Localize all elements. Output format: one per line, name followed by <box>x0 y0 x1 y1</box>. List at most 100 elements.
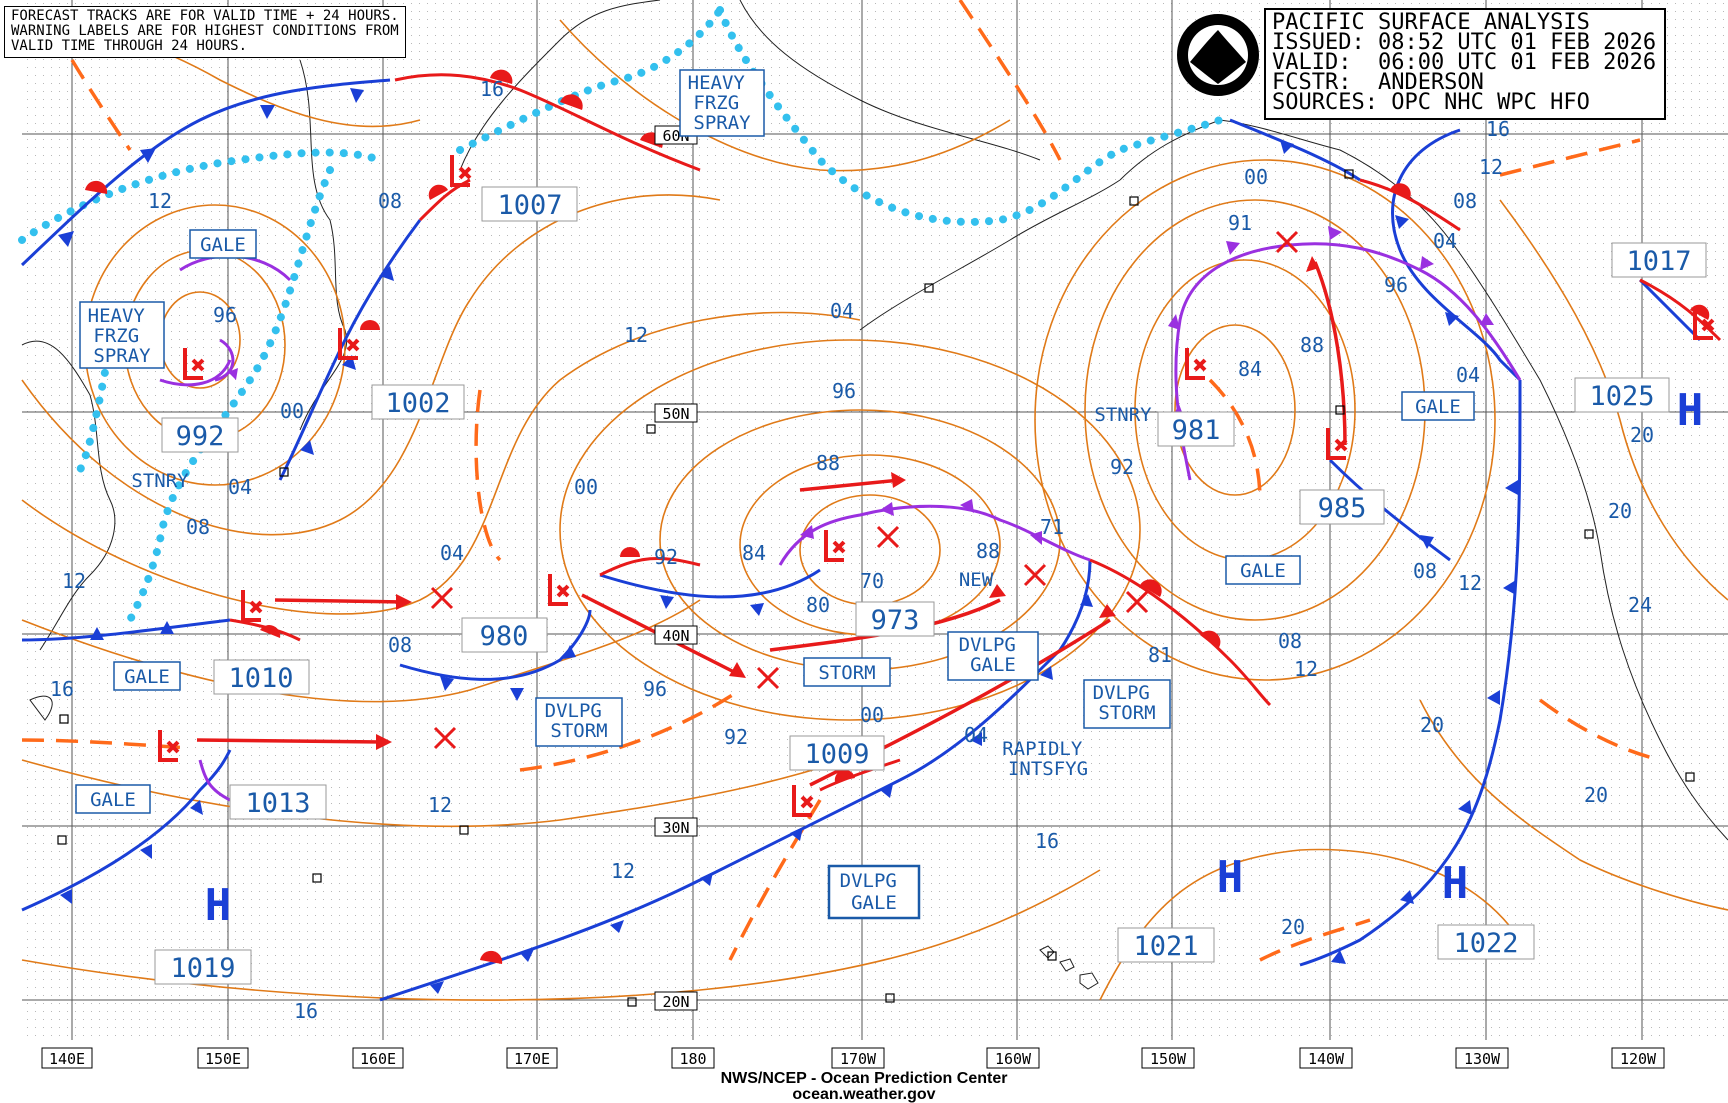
forecaster: FCSTR: ANDERSON <box>1272 70 1484 95</box>
isobar-label: 71 <box>1040 515 1064 539</box>
isobar-label: 92 <box>1110 455 1134 479</box>
isobar-label: 16 <box>1035 829 1059 853</box>
isobar-label: 96 <box>1384 273 1408 297</box>
isobar-label: 08 <box>1453 189 1477 213</box>
lat-lon-grid <box>22 0 1728 1040</box>
isobar-label: 12 <box>1458 571 1482 595</box>
isobar-labels: 16 12 96 00 04 08 12 08 04 12 96 00 04 0… <box>50 77 1654 1023</box>
isobar-label: 20 <box>1420 713 1444 737</box>
forecast-positions <box>430 230 1299 750</box>
storm-track-arrowheads <box>376 256 1319 750</box>
isobar-label: 08 <box>388 633 412 657</box>
gale-warning: GALE <box>124 666 170 688</box>
isobar-label: 88 <box>1300 333 1324 357</box>
lon-130w: 130W <box>1464 1050 1501 1068</box>
isobar-label: 04 <box>964 723 988 747</box>
isobar-label: 88 <box>976 539 1000 563</box>
isobar-label: 96 <box>832 379 856 403</box>
lon-140e: 140E <box>49 1050 85 1068</box>
low-985-value: 985 <box>1318 493 1367 524</box>
warning-labels: HEAVY FRZG SPRAY HEAVY FRZG SPRAY GALE G… <box>88 72 1461 914</box>
isobar-label: 04 <box>228 475 252 499</box>
low-1007-value: 1007 <box>497 190 562 221</box>
stationary-note: STNRY <box>131 470 189 492</box>
note-line: VALID TIME THROUGH 24 HOURS. <box>11 38 248 54</box>
isobar-label: 00 <box>1244 165 1268 189</box>
agency-website[interactable]: ocean.weather.gov <box>792 1086 936 1103</box>
new-note: NEW <box>959 569 994 591</box>
note-line: FORECAST TRACKS ARE FOR VALID TIME + 24 … <box>11 8 399 24</box>
isobar-label: 04 <box>440 541 464 565</box>
lon-170w: 170W <box>840 1050 877 1068</box>
isobar-label: 80 <box>806 593 830 617</box>
rapidly-intensifying-note: RAPIDLY INTSFYG <box>1002 738 1094 780</box>
developing-storm-warning: DVLPG STORM <box>1093 682 1162 724</box>
isobar-label: 04 <box>1433 229 1457 253</box>
pressure-center-boxes <box>154 186 1707 985</box>
isobar-label: 00 <box>574 475 598 499</box>
note-line: WARNING LABELS ARE FOR HIGHEST CONDITION… <box>11 23 399 39</box>
forecast-notes: FORECAST TRACKS ARE FOR VALID TIME + 24 … <box>4 6 406 58</box>
isobar-label: 12 <box>1294 657 1318 681</box>
developing-gale-warning: DVLPG GALE <box>959 634 1028 676</box>
data-sources: SOURCES: OPC NHC WPC HFO <box>1272 90 1590 115</box>
developing-gale-warning: DVLPG GALE <box>840 870 909 914</box>
high-1025-letter: H <box>1677 385 1704 436</box>
isobar-label: 12 <box>624 323 648 347</box>
lon-170e: 170E <box>514 1050 550 1068</box>
noaa-logo: NOAA <box>1177 14 1259 96</box>
coastlines <box>21 0 1728 990</box>
isobar-label: 08 <box>378 189 402 213</box>
isobar-label: 12 <box>611 859 635 883</box>
axis-label-boxes <box>41 125 1665 1069</box>
isobar-label: 81 <box>1148 643 1172 667</box>
issued-time: ISSUED: 08:52 UTC 01 FEB 2026 <box>1272 30 1657 55</box>
isobar-label: 16 <box>50 677 74 701</box>
low-973-value: 973 <box>871 605 920 636</box>
lon-180: 180 <box>679 1050 706 1068</box>
lon-120w: 120W <box>1620 1050 1657 1068</box>
isobar-label: 20 <box>1608 499 1632 523</box>
isobar-label: 96 <box>643 677 667 701</box>
axis-labels: 140E 150E 160E 170E 180 170W 160W 150W 1… <box>49 127 1657 1068</box>
gale-warning: GALE <box>1240 560 1286 582</box>
high-1017-value: 1017 <box>1626 246 1691 277</box>
warning-label-boxes <box>75 69 1475 920</box>
valid-time: VALID: 06:00 UTC 01 FEB 2026 <box>1272 50 1657 75</box>
high-1019-letter: H <box>205 880 232 931</box>
isobar-label: 04 <box>1456 363 1480 387</box>
low-1002-value: 1002 <box>385 388 450 419</box>
lon-150w: 150W <box>1150 1050 1187 1068</box>
isobar-label: 84 <box>742 541 766 565</box>
isobar-label: 96 <box>213 303 237 327</box>
low-1013-value: 1013 <box>245 788 310 819</box>
gale-warning: GALE <box>90 789 136 811</box>
isobar-label: 91 <box>1228 211 1252 235</box>
isobar-label: 12 <box>428 793 452 817</box>
isobar-label: 16 <box>480 77 504 101</box>
heavy-freezing-spray-north: HEAVY FRZG SPRAY <box>688 72 757 134</box>
isobar-label: 20 <box>1584 783 1608 807</box>
lat-40n: 40N <box>662 627 689 645</box>
lat-30n: 30N <box>662 819 689 837</box>
front-notations: STNRY STNRY NEW RAPIDLY INTSFYG <box>131 404 1152 780</box>
isobar-label: 04 <box>830 299 854 323</box>
isobar-label: 00 <box>860 703 884 727</box>
gale-warning: GALE <box>200 234 246 256</box>
lon-160w: 160W <box>995 1050 1032 1068</box>
isobar-label: 08 <box>186 515 210 539</box>
low-980-value: 980 <box>480 621 529 652</box>
analysis-title-box: PACIFIC SURFACE ANALYSIS ISSUED: 08:52 UT… <box>1264 8 1667 120</box>
low-center-glyphs <box>158 155 1715 817</box>
low-992-value: 992 <box>176 421 225 452</box>
isobar-label: 20 <box>1281 915 1305 939</box>
lon-150e: 150E <box>205 1050 241 1068</box>
lat-50n: 50N <box>662 405 689 423</box>
isobar-label: 92 <box>724 725 748 749</box>
lon-140w: 140W <box>1308 1050 1345 1068</box>
lat-20n: 20N <box>662 993 689 1011</box>
low-1009-value: 1009 <box>804 739 869 770</box>
agency-name: NWS/NCEP - Ocean Prediction Center <box>720 1070 1008 1087</box>
isobar-label: 08 <box>1278 629 1302 653</box>
